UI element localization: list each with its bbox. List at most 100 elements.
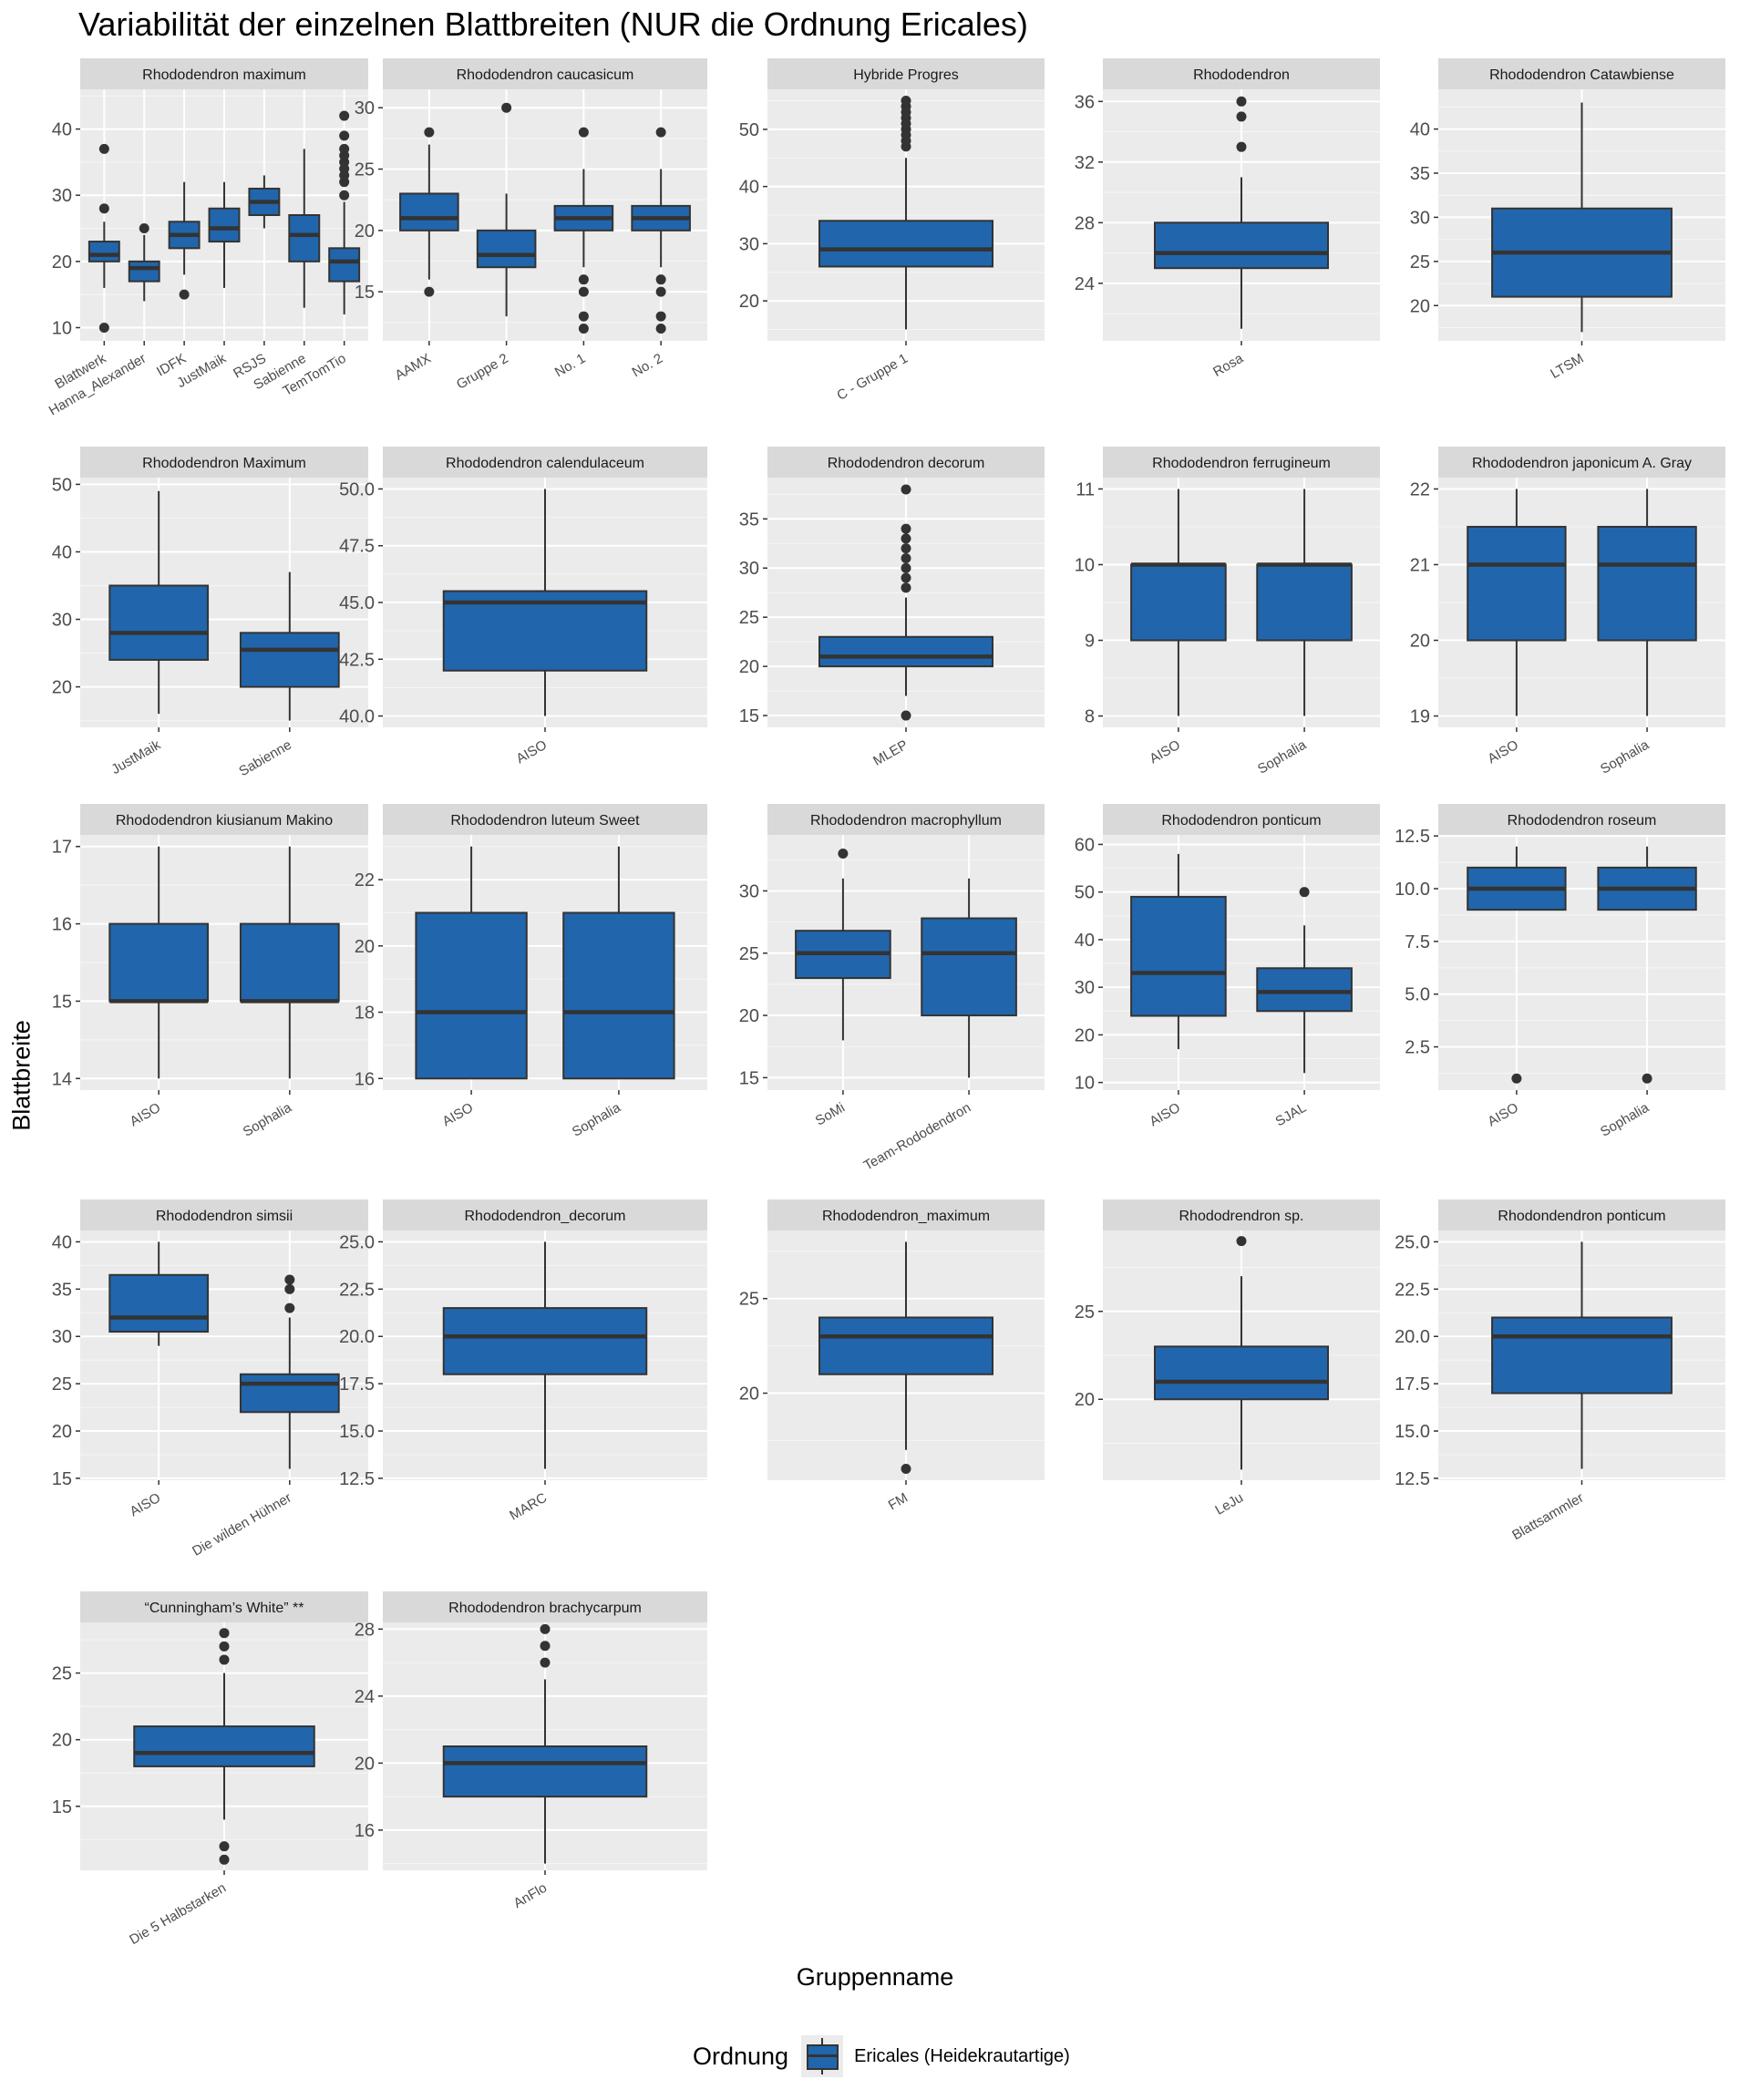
outlier-point xyxy=(901,484,911,495)
y-tick-label: 35 xyxy=(52,1280,72,1300)
y-tick-label: 40 xyxy=(52,542,72,562)
facet-strip xyxy=(1438,1199,1725,1230)
facet-strip xyxy=(1438,447,1725,478)
facet-strip xyxy=(383,58,707,89)
iqr-box xyxy=(1491,1316,1673,1395)
y-tick-label: 30 xyxy=(355,98,375,118)
iqr-box xyxy=(108,584,210,661)
iqr-box xyxy=(399,192,459,232)
boxplot-group: AISO xyxy=(442,489,648,767)
y-tick-label: 20 xyxy=(52,1422,72,1442)
y-tick-label: 30 xyxy=(739,881,759,901)
facet-panel: Rhododendron simsii 15 20 25 30 35 40 AISO Die w… xyxy=(52,1199,368,1560)
y-tick-label: 40 xyxy=(1410,120,1430,140)
outlier-point xyxy=(98,203,109,214)
y-tick-label: 24 xyxy=(1075,274,1095,294)
facet-title: Rhododendron caucasicum xyxy=(457,67,634,83)
y-tick-label: 16 xyxy=(52,915,72,935)
boxplot-group: AnFlo xyxy=(442,1623,648,1911)
y-tick-label: 15 xyxy=(52,1469,72,1489)
outlier-point xyxy=(284,1274,295,1285)
facet-title: Rhododendron japonicum A. Gray xyxy=(1472,456,1692,471)
outlier-point xyxy=(1642,1073,1652,1084)
x-tick-label: Gruppe 2 xyxy=(454,351,511,393)
y-tick-label: 30 xyxy=(739,234,759,254)
outlier-point xyxy=(219,1841,230,1852)
x-tick-label: Blattsammler xyxy=(1509,1490,1586,1543)
facet-panel: Rhododendron japonicum A. Gray 19 20 21 22 AI… xyxy=(1410,447,1725,777)
y-tick-label: 17 xyxy=(52,838,72,858)
facet-title: Rhododendron ferrugineum xyxy=(1152,456,1331,471)
iqr-box xyxy=(1256,563,1353,642)
x-tick-label: AISO xyxy=(128,1100,164,1130)
boxplot-group: Sophalia xyxy=(1597,489,1697,777)
y-tick-label: 20 xyxy=(52,252,72,273)
outlier-point xyxy=(578,127,589,138)
outlier-point xyxy=(901,710,911,721)
outlier-point xyxy=(1236,111,1247,122)
outlier-point xyxy=(1299,887,1310,898)
outlier-point xyxy=(655,324,666,335)
facet-title: Rhododendron_decorum xyxy=(464,1209,625,1224)
iqr-box xyxy=(239,1373,340,1414)
boxplot-group: Rosa xyxy=(1154,96,1329,380)
y-tick-label: 20 xyxy=(739,1385,759,1405)
y-tick-label: 20 xyxy=(1075,1390,1095,1410)
y-tick-label: 30 xyxy=(52,1327,72,1347)
facet-strip xyxy=(383,804,707,835)
facet-strip xyxy=(1438,804,1725,835)
x-tick-label: LeJu xyxy=(1212,1490,1246,1518)
facet-panel: Hybride Progres 20 30 40 50 C - Gruppe 1 xyxy=(739,58,1045,404)
iqr-box xyxy=(288,214,321,262)
facet-title: Rhododendron Maximum xyxy=(142,456,306,471)
iqr-box xyxy=(239,922,340,1003)
facet-panel: “Cunningham’s White” ** 15 20 25 Die 5 Halbs… xyxy=(52,1591,368,1948)
y-tick-label: 20 xyxy=(1410,632,1430,652)
y-tick-label: 20 xyxy=(355,1754,375,1774)
y-tick-label: 21 xyxy=(1410,555,1430,575)
facet-panel: Rhododendron Maximum 20 30 40 50 JustMaik Sabi… xyxy=(52,447,368,779)
facet-panel: Rhododendron decorum 15 20 25 30 35 MLEP xyxy=(739,447,1045,769)
y-tick-label: 20 xyxy=(355,221,375,242)
y-tick-label: 45.0 xyxy=(339,593,375,613)
legend-title: Ordnung xyxy=(693,2042,789,2070)
y-tick-label: 15 xyxy=(52,992,72,1012)
facet-strip xyxy=(80,1591,368,1622)
boxplot-group: AISO xyxy=(1130,489,1227,767)
y-tick-label: 30 xyxy=(52,611,72,631)
iqr-box xyxy=(818,635,993,668)
facet-panel: Rhododendron maximum10203040BlattwerkHan… xyxy=(46,58,368,419)
facet-title: Hybride Progres xyxy=(853,67,959,83)
facet-strip xyxy=(767,447,1045,478)
outlier-point xyxy=(1511,1073,1522,1084)
facet-title: Rhododendron macrophyllum xyxy=(810,813,1002,829)
y-tick-label: 24 xyxy=(355,1687,375,1707)
outlier-point xyxy=(901,96,911,107)
x-tick-label: Sophalia xyxy=(1598,1099,1652,1139)
boxplot-group: AISO xyxy=(1130,853,1227,1129)
outlier-point xyxy=(424,127,435,138)
y-tick-label: 30 xyxy=(1075,978,1095,998)
y-tick-label: 28 xyxy=(355,1620,375,1640)
y-tick-label: 40 xyxy=(1075,931,1095,951)
y-tick-label: 50.0 xyxy=(339,479,375,499)
y-tick-label: 50 xyxy=(1075,883,1095,903)
x-tick-label: AISO xyxy=(1485,737,1521,767)
y-tick-label: 25 xyxy=(739,944,759,964)
facet-panel: Rhododrendron sp. 20 25 LeJu xyxy=(1075,1199,1380,1518)
y-tick-label: 14 xyxy=(52,1069,72,1089)
y-tick-label: 8 xyxy=(1085,707,1095,727)
outlier-point xyxy=(540,1623,551,1634)
outlier-point xyxy=(901,1464,911,1475)
outlier-point xyxy=(901,562,911,573)
y-tick-label: 15.0 xyxy=(339,1422,375,1442)
y-tick-label: 20 xyxy=(1075,1025,1095,1045)
facet-title: Rhodondendron ponticum xyxy=(1498,1209,1665,1224)
x-tick-label: AISO xyxy=(440,1100,477,1130)
facet-strip xyxy=(767,1199,1045,1230)
y-tick-label: 25 xyxy=(1410,252,1430,273)
y-tick-label: 9 xyxy=(1085,632,1095,652)
iqr-box xyxy=(133,1725,315,1767)
iqr-box xyxy=(1154,221,1329,270)
